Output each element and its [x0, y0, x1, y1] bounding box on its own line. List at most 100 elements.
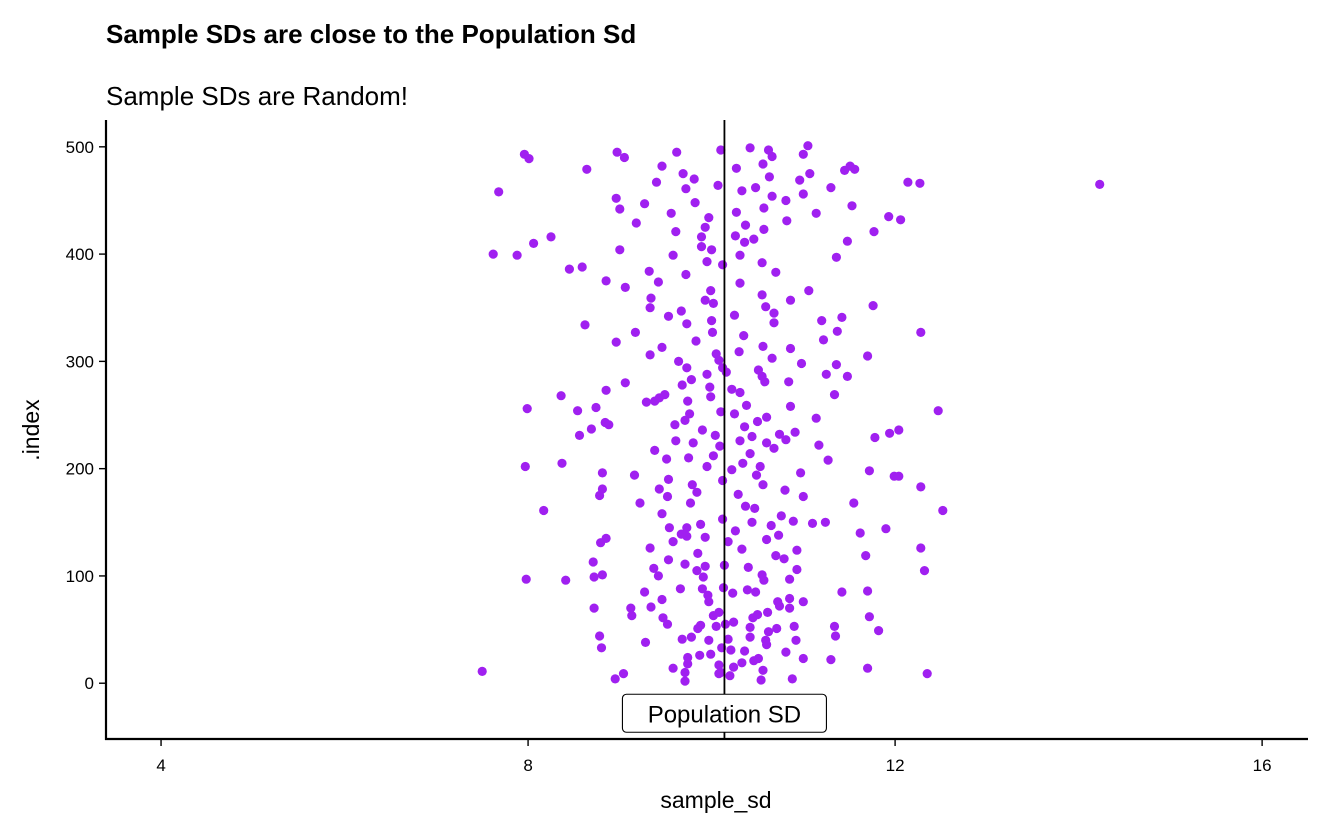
data-point — [630, 327, 641, 337]
data-point — [781, 647, 791, 657]
data-point — [705, 382, 715, 392]
data-point — [752, 416, 763, 427]
data-point — [789, 621, 799, 632]
data-point — [733, 489, 743, 499]
data-point — [695, 650, 705, 660]
data-point — [658, 613, 668, 623]
data-point — [795, 175, 805, 185]
data-point — [792, 545, 802, 555]
data-point — [683, 652, 693, 663]
data-point — [884, 212, 894, 222]
data-point — [653, 571, 664, 581]
data-point — [689, 174, 699, 184]
data-point — [763, 607, 773, 618]
data-point — [730, 526, 741, 536]
data-point — [864, 612, 875, 622]
data-point — [845, 161, 855, 171]
data-point — [785, 295, 796, 305]
data-point — [718, 260, 728, 270]
data-point — [682, 363, 692, 373]
data-point — [711, 349, 721, 359]
data-point — [707, 316, 717, 326]
data-point — [561, 575, 571, 585]
data-point — [546, 232, 556, 242]
data-point — [626, 603, 636, 613]
data-point — [678, 169, 688, 179]
data-point — [737, 544, 747, 554]
data-point — [620, 282, 630, 292]
data-point — [677, 380, 687, 390]
chart-title: Sample SDs are close to the Population S… — [106, 19, 636, 49]
data-point — [589, 572, 599, 582]
data-point — [714, 660, 724, 670]
data-point — [881, 524, 891, 534]
x-tick-label: 8 — [523, 756, 532, 775]
data-point — [591, 402, 601, 413]
data-point — [811, 208, 821, 218]
data-point — [774, 530, 784, 540]
data-point — [710, 430, 720, 440]
data-point — [714, 607, 724, 618]
data-point — [684, 453, 694, 463]
data-point — [601, 533, 611, 544]
data-point — [731, 207, 742, 217]
data-point — [763, 145, 774, 155]
data-point — [697, 584, 708, 594]
data-point — [671, 436, 681, 446]
data-point — [734, 347, 744, 357]
data-point — [798, 149, 808, 159]
data-point — [759, 203, 769, 213]
data-point — [681, 184, 691, 194]
data-point — [728, 588, 738, 598]
data-point — [727, 384, 737, 394]
data-point — [700, 561, 710, 571]
data-point — [831, 252, 842, 262]
data-point — [729, 662, 739, 672]
data-point — [662, 491, 673, 502]
data-point — [649, 563, 659, 574]
data-point — [747, 431, 757, 442]
data-point — [826, 655, 836, 665]
data-point — [700, 222, 710, 232]
data-point — [916, 543, 926, 553]
data-point — [740, 220, 751, 230]
data-point — [631, 218, 641, 228]
data-point — [785, 593, 795, 604]
data-point — [749, 234, 759, 244]
data-point — [635, 498, 645, 508]
data-point — [601, 385, 611, 395]
data-point — [676, 306, 686, 316]
data-point — [716, 407, 726, 417]
data-point — [737, 658, 747, 668]
x-tick-label: 12 — [886, 756, 905, 775]
data-point — [762, 412, 772, 422]
data-point — [725, 671, 735, 681]
data-point — [790, 427, 800, 437]
data-point — [894, 471, 904, 481]
data-point — [868, 301, 878, 311]
data-point — [740, 646, 750, 656]
data-point — [683, 396, 693, 406]
y-tick-label: 100 — [66, 567, 94, 586]
data-point — [731, 163, 742, 173]
data-point — [769, 443, 779, 453]
data-point — [894, 425, 904, 435]
y-axis-title: .index — [18, 399, 44, 461]
data-point — [807, 518, 818, 529]
data-point — [757, 570, 767, 580]
data-point — [742, 585, 753, 595]
data-point — [782, 216, 792, 226]
data-point — [645, 303, 655, 313]
data-point — [646, 602, 656, 612]
data-point — [692, 487, 702, 497]
data-point — [755, 461, 765, 472]
data-point — [769, 308, 779, 318]
data-point — [704, 635, 714, 645]
data-point — [863, 351, 873, 361]
data-point — [919, 566, 930, 576]
data-point — [791, 635, 801, 645]
data-point — [612, 147, 622, 157]
data-point — [847, 201, 857, 211]
data-point — [729, 409, 740, 419]
data-point — [745, 622, 755, 633]
